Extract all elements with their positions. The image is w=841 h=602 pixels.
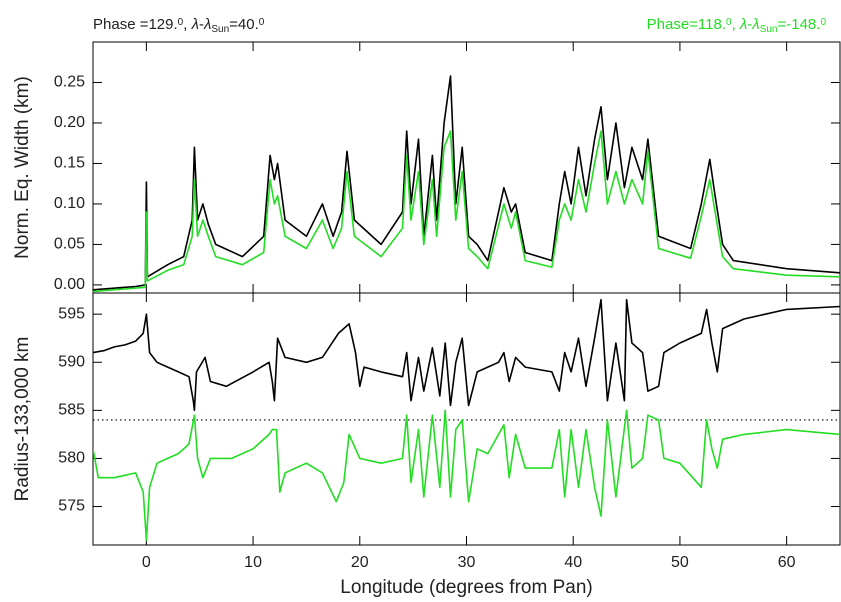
y-tick-label: 0.20 bbox=[54, 114, 85, 131]
plot-frame bbox=[92, 292, 841, 546]
y-tick-label: 585 bbox=[58, 402, 85, 419]
annotation: Phase=118.0, λ-λSun=-148.0 bbox=[647, 16, 827, 35]
annotation-part: , bbox=[732, 16, 740, 33]
y-axis-label: Radius-133,000 km bbox=[12, 337, 33, 502]
annotation-part: λ bbox=[751, 16, 759, 33]
y-axis-label: Norm. Eq. Width (km) bbox=[12, 76, 33, 259]
x-tick-label: 50 bbox=[671, 554, 689, 571]
y-tick-label: 0.00 bbox=[54, 276, 85, 293]
x-tick-label: 30 bbox=[458, 554, 476, 571]
x-tick-label: 60 bbox=[778, 554, 796, 571]
annotation-part: , bbox=[183, 16, 191, 33]
annotation-part: 0 bbox=[178, 17, 184, 28]
annotation-part: λ bbox=[191, 16, 199, 33]
annotation-part: =40. bbox=[229, 16, 259, 33]
annotation: Phase =129.0, λ-λSun=40.0 bbox=[93, 16, 265, 35]
y-tick-label: 0.10 bbox=[54, 195, 85, 212]
data-line bbox=[93, 409, 840, 541]
y-tick-label: 580 bbox=[58, 450, 85, 467]
annotation-part: - bbox=[199, 16, 204, 33]
annotation-part: =-148. bbox=[777, 16, 820, 33]
data-line bbox=[93, 75, 840, 291]
annotation-part: Sun bbox=[760, 24, 778, 35]
annotation-part: Phase =129. bbox=[93, 16, 178, 33]
x-tick-label: 20 bbox=[351, 554, 369, 571]
x-tick-label: 0 bbox=[142, 554, 151, 571]
annotation-part: 0 bbox=[726, 17, 732, 28]
y-tick-label: 595 bbox=[58, 305, 85, 322]
annotation-part: 0 bbox=[259, 17, 265, 28]
y-tick-label: 0.05 bbox=[54, 236, 85, 253]
data-line bbox=[93, 298, 840, 412]
x-tick-label: 10 bbox=[244, 554, 262, 571]
y-tick-label: 590 bbox=[58, 353, 85, 370]
x-axis-label: Longitude (degrees from Pan) bbox=[340, 577, 592, 598]
annotation-part: Phase=118. bbox=[647, 16, 726, 33]
y-tick-label: 0.25 bbox=[54, 74, 85, 91]
annotation-part: - bbox=[747, 16, 752, 33]
annotation-part: λ bbox=[203, 16, 211, 33]
plot-frame bbox=[92, 41, 841, 294]
y-tick-label: 575 bbox=[58, 498, 85, 515]
x-tick-label: 40 bbox=[564, 554, 582, 571]
annotation-part: λ bbox=[739, 16, 747, 33]
data-line bbox=[93, 130, 840, 293]
y-tick-label: 0.15 bbox=[54, 155, 85, 172]
annotation-part: 0 bbox=[820, 17, 826, 28]
annotation-part: Sun bbox=[211, 24, 229, 35]
